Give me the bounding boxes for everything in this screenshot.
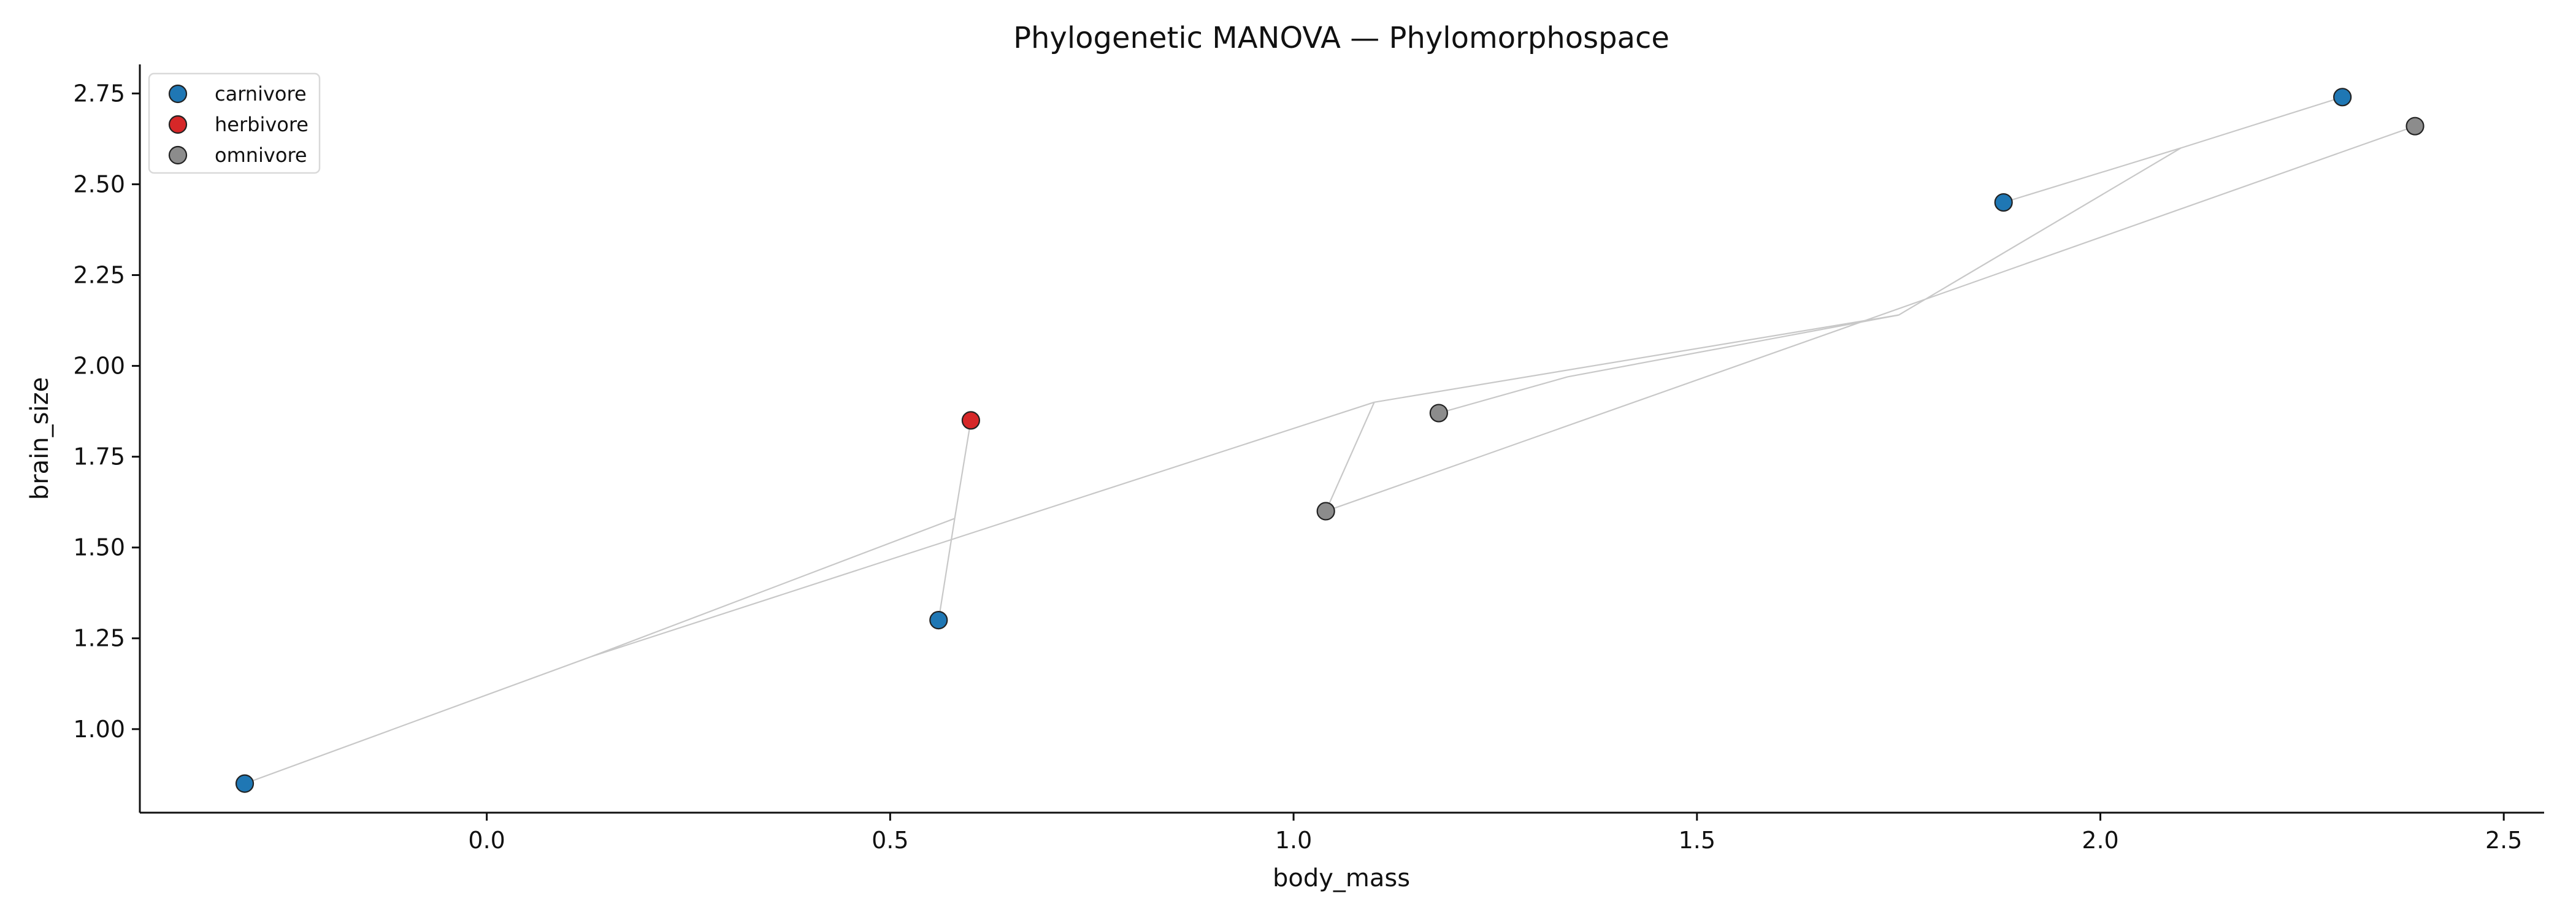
x-axis-label: body_mass — [1273, 864, 1410, 892]
omnivore-point-1 — [1429, 404, 1448, 423]
tree-edge-11 — [1325, 402, 1375, 512]
phylogeny-edges — [244, 96, 2415, 784]
legend-marker-omnivore — [168, 145, 188, 165]
tree-edge-1 — [591, 518, 955, 657]
x-tick-label-0: 0.0 — [468, 827, 505, 854]
data-points — [235, 88, 2425, 793]
y-tick-label-1: 1.25 — [73, 625, 125, 652]
omnivore-point-0 — [1316, 502, 1335, 521]
omnivore-point-2 — [2405, 117, 2425, 136]
tree-edge-12 — [1325, 125, 2415, 512]
tree-edge-5 — [1374, 314, 1899, 403]
tree-edge-9 — [2003, 147, 2182, 204]
tree-edge-3 — [954, 420, 972, 519]
x-axis-ticks: 0.0 0.5 1.0 1.5 2.0 2.5 — [468, 813, 2522, 854]
herbivore-point-0 — [961, 411, 980, 430]
x-tick-label-3: 1.5 — [1679, 827, 1715, 854]
y-tick-label-4: 2.00 — [73, 353, 125, 380]
legend: carnivore herbivore omnivore — [148, 72, 321, 174]
y-tick-label-7: 2.75 — [73, 80, 125, 107]
tree-edge-7 — [1438, 376, 1568, 414]
legend-label-herbivore: herbivore — [215, 113, 309, 136]
x-tick-label-1: 0.5 — [872, 827, 908, 854]
carnivore-point-3 — [2333, 88, 2352, 107]
tree-edge-8 — [1898, 147, 2182, 316]
x-tick-label-5: 2.5 — [2485, 827, 2522, 854]
tree-edge-2 — [938, 518, 956, 621]
tree-edge-6 — [1568, 314, 1899, 378]
x-tick-label-2: 1.0 — [1275, 827, 1312, 854]
y-tick-label-3: 1.75 — [73, 443, 125, 470]
legend-label-carnivore: carnivore — [215, 82, 307, 105]
y-axis-label: brain_size — [26, 377, 54, 500]
legend-label-omnivore: omnivore — [215, 144, 307, 167]
carnivore-point-0 — [235, 774, 255, 793]
y-tick-label-0: 1.00 — [73, 716, 125, 743]
chart-title: Phylogenetic MANOVA — Phylomorphospace — [1013, 21, 1669, 55]
legend-frame — [148, 72, 321, 174]
y-tick-label-2: 1.50 — [73, 534, 125, 561]
legend-marker-carnivore — [168, 84, 188, 104]
tree-edge-10 — [2180, 96, 2343, 149]
carnivore-point-2 — [1994, 193, 2013, 212]
tree-edge-4 — [591, 401, 1374, 657]
x-tick-label-4: 2.0 — [2082, 827, 2118, 854]
y-tick-label-5: 2.25 — [73, 261, 125, 288]
legend-marker-herbivore — [168, 115, 188, 134]
y-axis-ticks: 1.00 1.25 1.50 1.75 2.00 2.25 2.50 2.75 — [73, 80, 140, 743]
tree-edge-0 — [244, 656, 592, 784]
y-tick-label-6: 2.50 — [73, 171, 125, 197]
carnivore-point-1 — [929, 611, 948, 630]
